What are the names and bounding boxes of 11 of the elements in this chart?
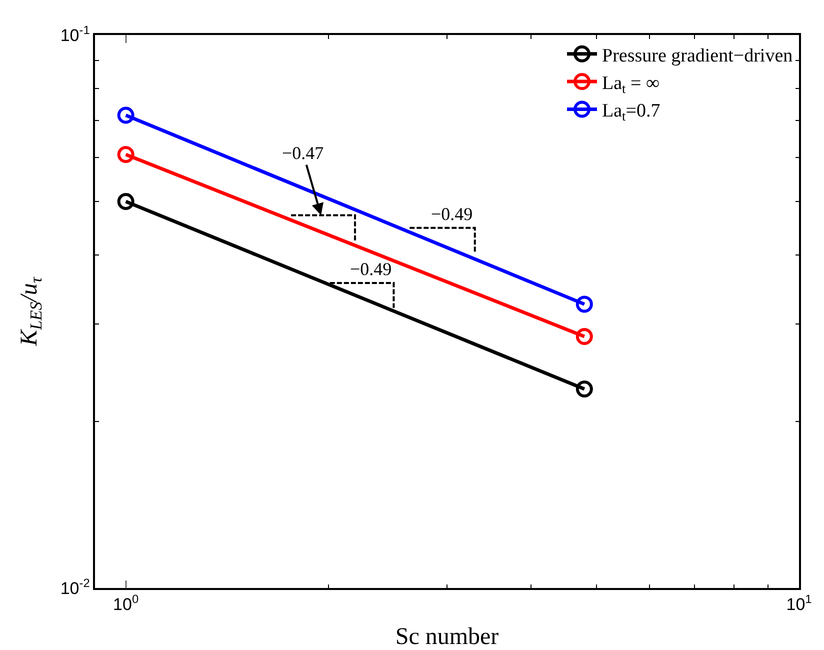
legend-label: Pressure gradient−driven — [602, 45, 794, 66]
x-tick-label: 10$^{1}$ — [786, 592, 812, 614]
y-tick-label: 10$^{-1}$ — [60, 22, 90, 45]
legend-label: La$_{t}$ = ∞ — [602, 72, 660, 96]
annotation: −0.49 — [350, 259, 392, 279]
annotation: −0.47 — [282, 143, 324, 163]
annotation: −0.49 — [431, 204, 473, 224]
x-tick-label: 10$^{0}$ — [113, 592, 139, 614]
legend-label: La$_{t}$=0.7 — [602, 100, 660, 124]
x-axis-title: Sc number — [395, 624, 499, 650]
y-tick-label: 10$^{-2}$ — [60, 576, 90, 598]
